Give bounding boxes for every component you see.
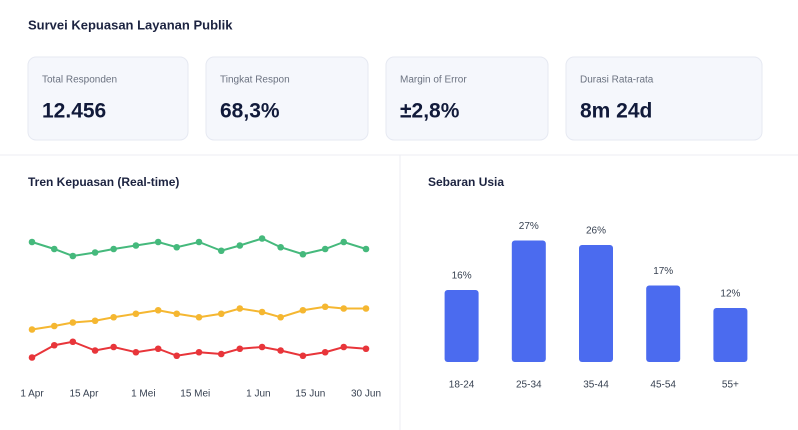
point [195, 348, 203, 356]
kpi-card [205, 56, 369, 141]
point [195, 313, 203, 321]
point [91, 249, 99, 256]
point [154, 238, 162, 246]
bar [511, 240, 546, 362]
x-tick-label: 55+ [722, 380, 739, 391]
point [69, 252, 77, 260]
point [258, 235, 266, 242]
bar [713, 308, 748, 362]
point [173, 352, 181, 360]
point [69, 319, 77, 326]
x-tick-label: 1 Mei [131, 389, 155, 400]
kpi-label: Total Responden [42, 75, 117, 86]
point [217, 350, 225, 358]
point [217, 247, 225, 255]
x-tick-label: 15 Mei [180, 389, 210, 400]
point [50, 322, 58, 330]
point [132, 348, 140, 356]
value-label: 17% [653, 266, 673, 277]
value-label: 12% [720, 289, 740, 300]
point [110, 343, 117, 351]
x-tick-label: 15 Apr [69, 389, 99, 400]
point [28, 238, 36, 246]
kpi-label: Margin of Error [400, 75, 467, 86]
point [28, 326, 36, 333]
x-tick-label: 18-24 [449, 380, 475, 391]
point [236, 305, 244, 312]
point [277, 243, 284, 251]
bar [444, 290, 479, 362]
kpi-value: 68,3% [220, 100, 280, 123]
kpi-label: Durasi Rata-rata [580, 75, 654, 86]
point [110, 245, 117, 253]
point [195, 238, 203, 246]
x-tick-label: 25-34 [516, 380, 542, 391]
kpi-card [27, 56, 189, 141]
point [299, 250, 307, 258]
point [154, 306, 162, 314]
point [132, 310, 140, 318]
chart-title: Sebaran Usia [428, 175, 504, 189]
point [50, 245, 58, 253]
bar [646, 285, 681, 362]
bar [579, 245, 613, 362]
point [362, 245, 370, 253]
point [69, 338, 77, 346]
x-tick-label: 15 Jun [295, 389, 325, 400]
kpi-label: Tingkat Respon [220, 75, 290, 86]
point [340, 305, 348, 312]
kpi-card [385, 56, 549, 141]
point [258, 308, 266, 316]
point [236, 345, 244, 353]
point [321, 348, 329, 356]
point [299, 306, 307, 314]
value-label: 27% [519, 221, 539, 232]
point [28, 354, 36, 361]
x-tick-label: 1 Apr [20, 389, 44, 400]
point [132, 242, 140, 249]
x-tick-label: 45-54 [650, 380, 676, 391]
kpi-value: 12.456 [42, 100, 106, 123]
value-label: 16% [452, 271, 472, 282]
x-tick-label: 1 Jun [246, 389, 270, 400]
kpi-card [565, 56, 763, 141]
kpi-value: 8m 24d [580, 100, 652, 123]
point [154, 345, 162, 353]
point [321, 303, 329, 311]
point [277, 347, 284, 354]
point [321, 245, 329, 253]
dashboard-title: Survei Kepuasan Layanan Publik [28, 17, 233, 32]
point [110, 313, 117, 321]
point [362, 345, 370, 353]
point [236, 242, 244, 249]
kpi-value: ±2,8% [400, 100, 460, 123]
point [258, 343, 266, 351]
point [91, 347, 99, 354]
point [277, 313, 284, 321]
point [173, 243, 181, 251]
point [340, 343, 348, 351]
value-label: 26% [586, 226, 606, 237]
point [340, 238, 348, 246]
chart-title: Tren Kepuasan (Real-time) [28, 175, 179, 189]
point [91, 317, 99, 325]
point [50, 341, 58, 349]
point [362, 305, 370, 312]
x-tick-label: 30 Jun [351, 389, 381, 400]
x-tick-label: 35-44 [583, 380, 609, 391]
point [173, 310, 181, 318]
point [217, 310, 225, 318]
point [299, 352, 307, 360]
